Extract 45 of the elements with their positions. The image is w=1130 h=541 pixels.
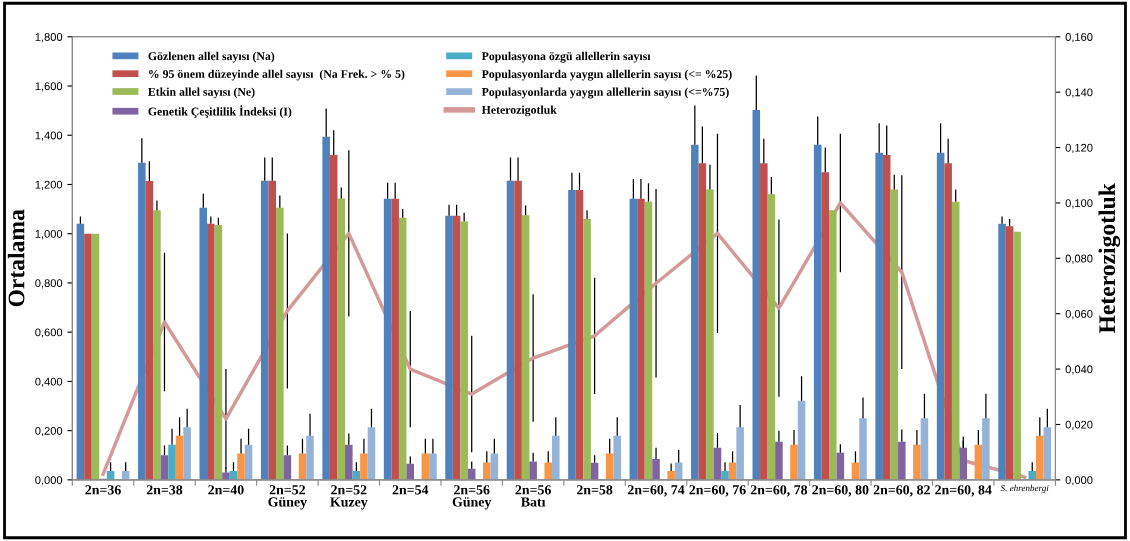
legend-label: Etkin allel sayısı (Ne) <box>148 87 255 99</box>
legend-label: Gözlenen allel sayısı (Na) <box>148 51 275 63</box>
y-tick-label: 0,600 <box>35 328 63 338</box>
y-tick-label: 1,600 <box>35 82 63 92</box>
y2-tick-label: 0,100 <box>1065 199 1093 209</box>
y-tick-label: 1,800 <box>35 33 63 43</box>
x-tick-label: 2n=52 Güney <box>268 485 307 510</box>
y2-tick-label: 0,140 <box>1065 88 1093 98</box>
y-tick-label: 0,800 <box>35 279 63 289</box>
legend-label: Populasyonlarda yaygın allellerin sayısı (<= %25) <box>481 69 732 81</box>
legend-label: Genetik Çeşitlilik İndeksi (I) <box>148 105 292 118</box>
y2-tick-label: 0,120 <box>1065 143 1093 154</box>
x-tick-label: 2n=60, 82 <box>873 485 930 497</box>
y2-tick-label: 0,040 <box>1065 365 1093 375</box>
x-tick-label: 2n=40 <box>208 485 244 495</box>
y-tick-label: 1,000 <box>35 229 63 240</box>
y-tick-label: 1,400 <box>35 131 63 141</box>
x-tick-label: 2n=36 <box>85 485 121 495</box>
y2-tick-label: 0,060 <box>1065 309 1093 320</box>
y2-tick-label: 0,020 <box>1065 420 1093 430</box>
y-tick-label: 0,200 <box>35 426 63 437</box>
legend-label: Populasyonlarda yaygın allellerin sayısı (<=%75) <box>481 87 729 99</box>
y-tick-label: 1,200 <box>35 180 63 190</box>
legend-label: Heterozigotluk <box>481 105 557 117</box>
y-axis-title: Ortalama <box>7 209 25 307</box>
x-tick-label: 2n=60, 76 <box>689 485 746 497</box>
y2-axis-title: Heterozigotluk <box>1098 183 1121 334</box>
y2-tick-label: 0,160 <box>1065 33 1093 43</box>
x-tick-label: 2n=38 <box>146 485 183 495</box>
x-tick-label: 2n=54 <box>392 485 429 495</box>
x-tick-label: 2n=60, 80 <box>812 485 869 497</box>
y2-tick-label: 0,000 <box>1065 476 1093 486</box>
x-tick-label: S. ehrenbergi <box>1000 484 1049 493</box>
legend-label: Populasyona özgü allellerin sayısı <box>481 51 651 63</box>
legend-label: % 95 önem düzeyinde allel sayısı (Na Frek. > % 5) <box>149 69 405 81</box>
y-tick-label: 0,000 <box>35 476 63 486</box>
x-tick-label: 2n=58 <box>576 485 613 495</box>
y-tick-label: 0,400 <box>35 377 63 387</box>
x-tick-label: 2n=60, 78 <box>750 485 808 497</box>
x-tick-label: 2n=60, 74 <box>627 485 685 497</box>
x-tick-label: 2n=60, 84 <box>935 485 992 497</box>
x-tick-label: 2n=56 Batı <box>515 485 551 507</box>
y2-tick-label: 0,080 <box>1065 254 1093 264</box>
x-tick-label: 2n=52 Kuzey <box>330 485 368 510</box>
x-tick-label: 2n=56 Güney <box>452 485 492 510</box>
